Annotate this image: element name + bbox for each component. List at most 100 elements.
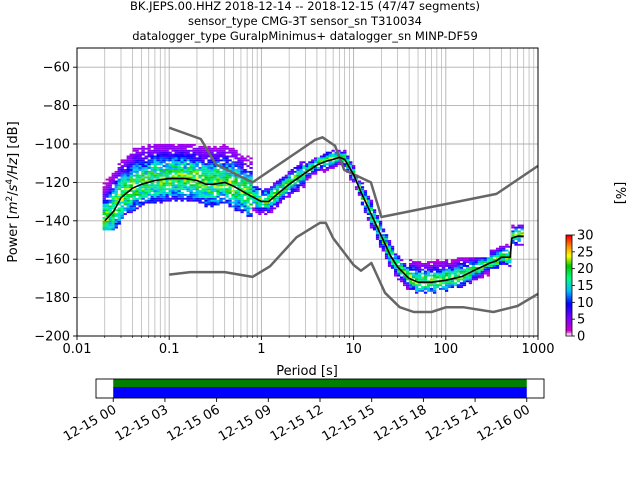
pdf-cell: [216, 186, 220, 189]
pdf-cell: [275, 186, 280, 189]
pdf-cell: [462, 272, 467, 275]
pdf-cell: [249, 186, 253, 189]
pdf-cell: [126, 157, 130, 160]
pdf-cell: [198, 174, 202, 177]
pdf-cell: [123, 201, 127, 204]
pdf-cell: [462, 265, 467, 267]
colorbar-swatch: [566, 246, 572, 249]
pdf-cell: [120, 178, 124, 181]
pdf-cell: [468, 261, 473, 264]
pdf-cell: [474, 270, 478, 273]
pdf-cell: [409, 288, 413, 290]
pdf-cell: [150, 174, 154, 177]
pdf-cell: [153, 167, 157, 169]
pdf-cell: [213, 167, 217, 169]
pdf-cell: [207, 190, 211, 193]
pdf-cell: [249, 167, 253, 169]
pdf-cell: [426, 268, 431, 271]
pdf-cell: [162, 159, 166, 162]
pdf-cell: [328, 155, 332, 158]
pdf-cell: [287, 192, 291, 194]
pdf-cell: [394, 253, 398, 256]
pdf-cell: [281, 176, 285, 179]
pdf-cell: [384, 238, 389, 241]
pdf-cell: [418, 270, 422, 273]
pdf-cell: [423, 282, 428, 285]
pdf-cell: [147, 147, 151, 150]
pdf-cell: [228, 201, 232, 204]
pdf-cell: [234, 180, 238, 183]
pdf-cell: [477, 274, 481, 277]
pdf-cell: [258, 197, 262, 200]
pdf-cell: [360, 182, 365, 185]
pdf-cell: [400, 278, 404, 281]
pdf-cell: [174, 147, 178, 150]
pdf-cell: [192, 165, 196, 168]
pdf-cell: [138, 195, 142, 198]
pdf-cell: [153, 165, 157, 168]
pdf-cell: [234, 163, 238, 166]
pdf-cell: [267, 192, 271, 194]
pdf-cell: [352, 167, 356, 169]
pdf-cell: [222, 201, 226, 204]
pdf-cell: [186, 170, 190, 173]
pdf-cell: [511, 230, 515, 233]
pdf-cell: [352, 170, 356, 173]
pdf-cell: [272, 184, 277, 187]
x-tick-label: 0.01: [63, 342, 92, 357]
pdf-cell: [153, 170, 157, 173]
pdf-cell: [132, 192, 136, 194]
timeline-tick-label: 12-15 12: [268, 402, 326, 444]
pdf-cell: [162, 180, 166, 183]
pdf-cell: [204, 149, 208, 152]
pdf-cell: [290, 169, 294, 171]
pdf-cell: [210, 192, 214, 194]
pdf-cell: [180, 186, 184, 189]
pdf-cell: [453, 270, 458, 273]
pdf-cell: [231, 190, 235, 193]
pdf-cell: [444, 274, 449, 277]
pdf-cell: [198, 186, 202, 189]
pdf-cell: [183, 182, 187, 185]
pdf-cell: [397, 255, 401, 258]
colorbar-swatch: [566, 255, 572, 258]
pdf-cell: [108, 184, 112, 187]
pdf-cell: [483, 272, 487, 275]
pdf-cell: [117, 188, 121, 191]
pdf-cell: [517, 243, 521, 246]
pdf-cell: [264, 207, 268, 210]
pdf-cell: [489, 249, 493, 252]
pdf-cell: [201, 165, 205, 168]
pdf-cell: [219, 188, 223, 191]
colorbar-swatch: [566, 240, 572, 243]
pdf-cell: [299, 161, 303, 164]
colorbar-swatch: [566, 325, 572, 328]
pdf-cell: [219, 151, 223, 154]
pdf-cell: [517, 232, 521, 235]
pdf-cell: [441, 286, 446, 289]
pdf-cell: [156, 195, 160, 198]
pdf-cell: [278, 193, 283, 196]
pdf-cell: [462, 263, 467, 265]
colorbar-swatch: [566, 260, 572, 263]
pdf-cell: [369, 205, 374, 208]
pdf-cell: [492, 251, 497, 254]
pdf-cell: [246, 182, 250, 185]
pdf-cell: [409, 282, 413, 285]
pdf-cell: [511, 226, 515, 229]
pdf-cell: [264, 205, 268, 208]
pdf-cell: [171, 145, 175, 148]
pdf-cell: [174, 190, 178, 193]
pdf-cell: [165, 149, 169, 152]
pdf-cell: [108, 222, 112, 225]
pdf-cell: [264, 209, 268, 212]
pdf-cell: [171, 157, 175, 160]
pdf-cell: [468, 263, 473, 265]
pdf-cell: [141, 170, 145, 173]
pdf-cell: [284, 190, 288, 193]
pdf-cell: [246, 170, 250, 173]
pdf-cell: [144, 151, 148, 154]
pdf-cell: [117, 170, 121, 173]
pdf-cell: [111, 188, 115, 191]
pdf-cell: [270, 186, 274, 189]
